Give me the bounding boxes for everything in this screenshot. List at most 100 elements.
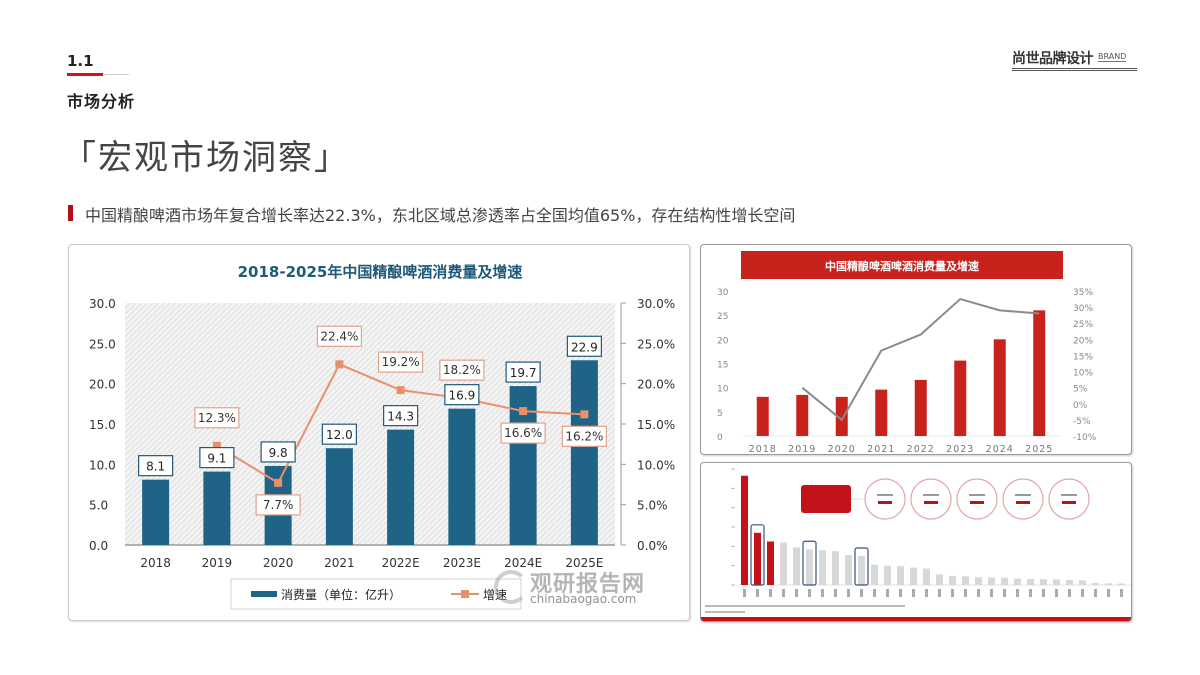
bar-value: 9.8 [269,446,288,460]
region-label-placeholder [834,589,837,597]
secondary-chart-panel: 中国精酿啤酒啤酒消费量及增速 0 5 10 15 20 25 30 -10% -5% 0% 5% 10%… [700,244,1132,455]
bar-consumption [914,379,927,436]
bar-consumption [875,389,888,436]
region-label-placeholder [795,589,798,597]
growth-marker [212,441,221,450]
growth-value-box [439,359,485,381]
section-title: 市场分析 [67,92,136,111]
region-bar [884,565,891,585]
region-label-placeholder [1055,589,1058,597]
footnote-source [705,611,745,613]
x-tick: 2019 [202,556,233,570]
bar-value-box [505,361,541,383]
region-label-placeholder [1068,589,1071,597]
bar-consumption [203,471,231,545]
bar-value: 14.3 [387,410,414,424]
region-bar [1118,583,1125,585]
y-right-tick: 5.0% [637,499,668,513]
region-label-placeholder [1094,589,1097,597]
region-bar [819,550,826,585]
region-label-placeholder [1107,589,1110,597]
y-right-tick: 0% [1073,401,1088,411]
legend-bar-label: 消费量（单位：亿升） [281,587,401,602]
y-right-tick: 15% [1073,352,1093,362]
x-tick: 2023 [946,444,974,455]
region-bar [780,542,787,585]
footnote [705,605,905,607]
bar-value-box [566,335,602,357]
y-right-tick: -10% [1073,433,1097,443]
region-label-placeholder [912,589,915,597]
region-label-placeholder [847,589,850,597]
tier-circle [1002,478,1044,520]
bar-value-box [138,455,174,477]
legend [230,578,522,610]
region-label-placeholder [951,589,954,597]
growth-value: 19.2% [382,355,420,369]
y-right-tick: 15.0% [637,418,675,432]
bar-consumption [1033,310,1046,436]
region-bar [975,577,982,585]
tier-circle [1048,478,1090,520]
bar-consumption [448,408,476,545]
bar-consumption [756,396,769,436]
region-label-placeholder [1003,589,1006,597]
growth-value-box [561,425,607,447]
growth-value: 22.4% [320,329,358,343]
y-right-tick: 10% [1073,369,1093,379]
y-left-tick: 0 [717,433,723,443]
regional-chart [701,468,1131,621]
section-accent-line [67,73,103,76]
brand-rule [1012,68,1137,71]
region-bar [1066,579,1073,585]
region-label-placeholder [873,589,876,597]
growth-value: 18.2% [443,363,481,377]
growth-marker [274,478,283,487]
growth-value-box [255,494,301,516]
x-tick: 2018 [140,556,171,570]
growth-value-box [500,422,546,444]
main-chart: 2018-2025年中国精酿啤酒消费量及增速 0.0 5.0 10.0 15.0 20.0… [89,263,675,610]
y-left-tick: 0.0 [89,539,108,553]
region-bar [897,566,904,585]
footer-red-band [701,617,1131,621]
y-right-tick: 25% [1073,320,1093,330]
x-tick: 2025 [1025,444,1053,455]
bar-value-box [321,423,357,445]
region-highlight-frame [854,547,869,586]
legend-line-label: 增速 [483,588,507,602]
tier-circle-value [970,501,984,504]
region-bar [1105,583,1112,585]
region-bar [1040,579,1047,585]
region-bar [1053,579,1060,585]
region-label-placeholder [1042,589,1045,597]
x-tick: 2019 [788,444,816,455]
y-left-tick: 10.0 [89,458,116,472]
region-label-placeholder [925,589,928,597]
growth-marker [335,360,344,369]
growth-value: 16.6% [504,426,542,440]
y-right-tick: 20% [1073,336,1093,346]
region-label-placeholder [1120,589,1123,597]
y-right-tick: 30% [1073,304,1093,314]
tier-circle-value [1062,501,1076,504]
y-left-tick: 20.0 [89,378,116,392]
x-tick: 2022 [907,444,935,455]
y-left-tick: 30 [717,288,729,298]
region-bar [988,577,995,585]
region-bar [754,532,761,585]
region-bar [1001,577,1008,585]
tier-circle-value [878,501,892,504]
bar-value-box [260,441,296,463]
y-right-tick: -5% [1073,417,1091,427]
region-bar [936,574,943,585]
growth-marker [519,407,528,416]
legend-line-marker [461,590,469,598]
region-label-placeholder [860,589,863,597]
secondary-chart-title: 中国精酿啤酒啤酒消费量及增速 [825,259,979,273]
y-right-tick: 5% [1073,385,1088,395]
bar-value: 22.9 [571,340,598,354]
region-label-placeholder [1016,589,1019,597]
bar-value: 16.9 [449,389,476,403]
bar-value: 9.1 [207,452,226,466]
